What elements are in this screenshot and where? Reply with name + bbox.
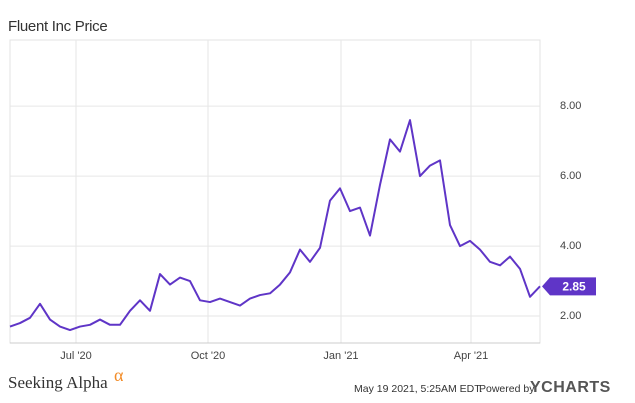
last-value-badge bbox=[542, 277, 596, 296]
brand: YCHARTS bbox=[530, 379, 611, 396]
powered-by: Powered by bbox=[479, 383, 535, 395]
source-mark: α bbox=[114, 365, 124, 385]
y-tick-label: 2.00 bbox=[560, 310, 581, 322]
price-line bbox=[9, 119, 541, 332]
y-tick-label: 8.00 bbox=[560, 100, 581, 112]
plot-area: 2.00 4.00 6.00 8.00 Jul '20 Oct '20 Jan '21 Apr… bbox=[9, 39, 596, 362]
last-value-label: 2.85 bbox=[562, 279, 586, 293]
chart-title: Fluent Inc Price bbox=[8, 18, 107, 35]
y-tick-label: 6.00 bbox=[560, 170, 581, 182]
x-tick-label: Apr '21 bbox=[454, 350, 489, 362]
x-tick-label: Oct '20 bbox=[191, 350, 226, 362]
x-tick-label: Jul '20 bbox=[60, 350, 91, 362]
x-tick-label: Jan '21 bbox=[323, 350, 358, 362]
plot-frame bbox=[9, 39, 541, 344]
source: Seeking Alpha bbox=[8, 373, 108, 392]
y-tick-label: 4.00 bbox=[560, 240, 581, 252]
timestamp: May 19 2021, 5:25AM EDT. bbox=[354, 383, 482, 395]
